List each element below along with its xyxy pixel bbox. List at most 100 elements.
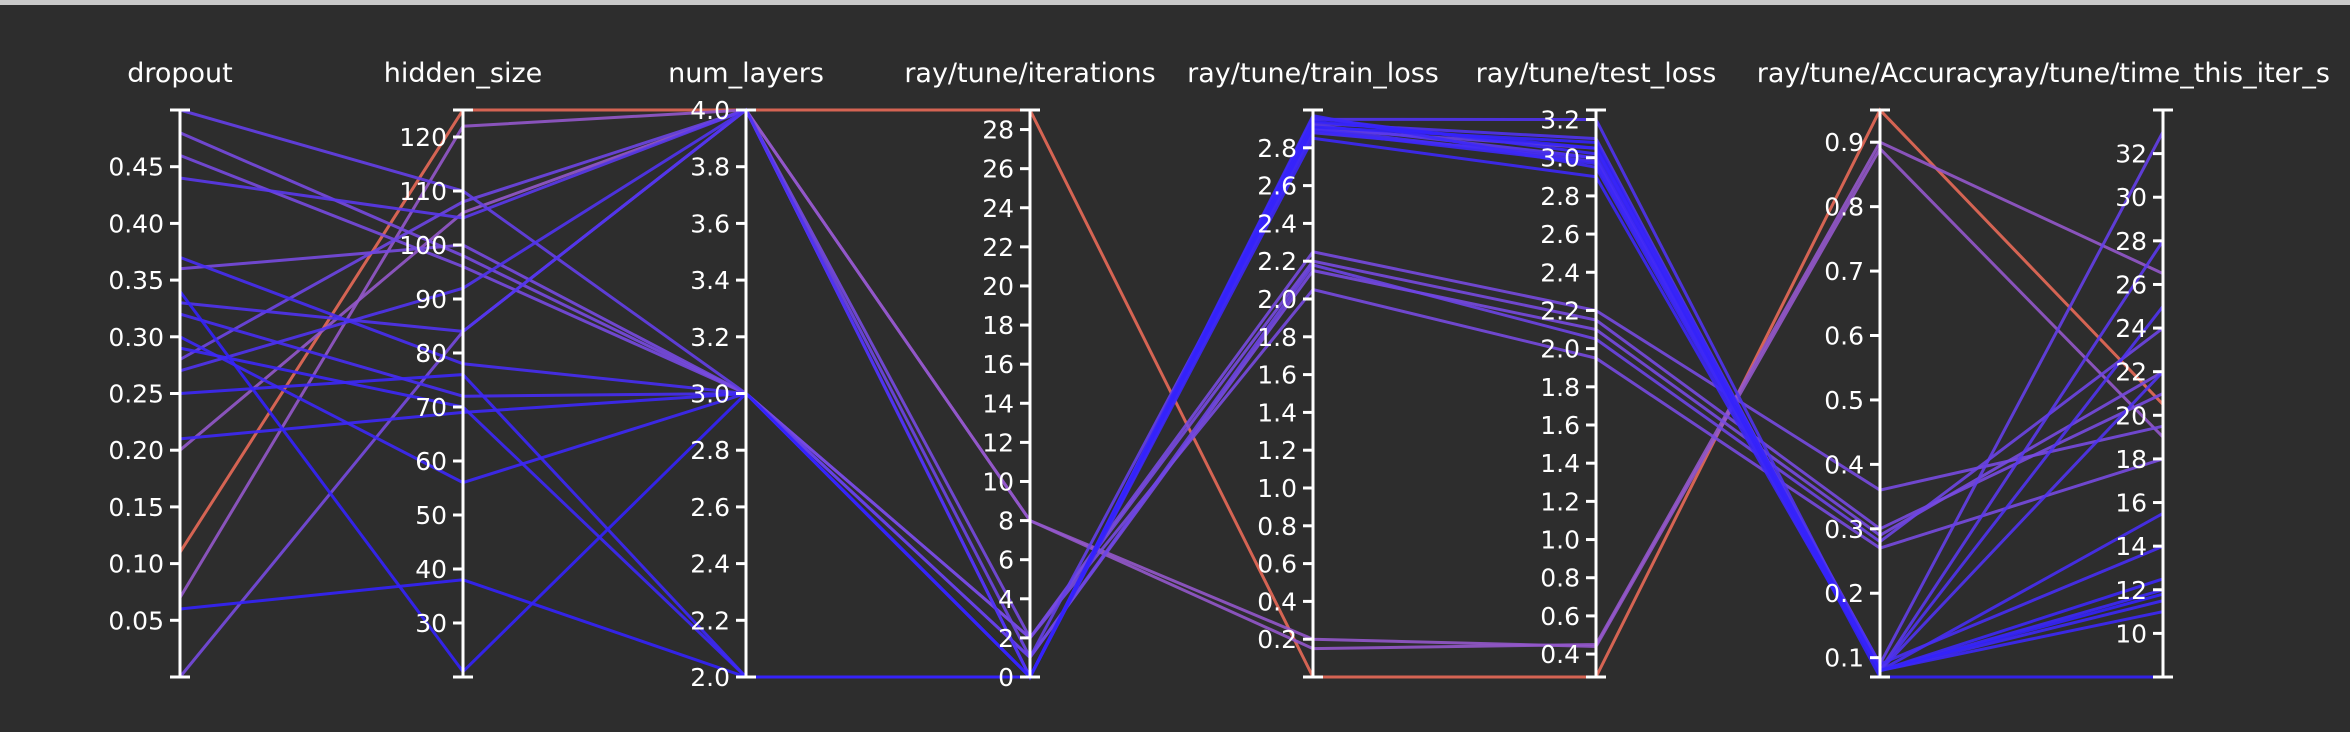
tick-label-dropout-2: 0.15 (108, 493, 164, 522)
axis-time_this_iter_s: ray/tune/time_this_iter_s 10 12 14 16 18 20 22 2… (1996, 58, 2330, 679)
tick-label-hidden_size-4: 70 (415, 393, 447, 422)
axis-dropout: dropout 0.05 0.10 0.15 0.20 0.25 0.30 0.35 0.40 0… (108, 58, 233, 679)
tick-label-train_loss-6: 1.4 (1257, 398, 1297, 427)
tick-label-iterations-13: 26 (982, 155, 1014, 184)
tick-label-dropout-1: 0.10 (108, 550, 164, 579)
tick-label-hidden_size-0: 30 (415, 609, 447, 638)
axes: dropout0.050.100.150.200.250.300.350.400… (108, 58, 2330, 692)
tick-label-train_loss-8: 1.8 (1257, 323, 1297, 352)
axis-title-time_this_iter_s: ray/tune/time_this_iter_s (1996, 58, 2330, 89)
tick-label-hidden_size-7: 100 (399, 231, 447, 260)
tick-label-train_loss-0: 0.2 (1257, 625, 1297, 654)
tick-label-hidden_size-6: 90 (415, 285, 447, 314)
tick-label-iterations-12: 24 (982, 194, 1014, 223)
tick-label-test_loss-5: 1.4 (1540, 449, 1580, 478)
tick-label-iterations-14: 28 (982, 116, 1014, 145)
tick-label-iterations-5: 10 (982, 467, 1014, 496)
tick-label-dropout-6: 0.35 (108, 266, 164, 295)
run-line-2[interactable] (179, 108, 2165, 649)
axis-iterations: ray/tune/iterations024681012141618202224… (904, 58, 1155, 692)
run-line-7[interactable] (179, 108, 2164, 661)
tick-label-dropout-0: 0.05 (108, 606, 164, 635)
axis-title-num_layers: num_layers (668, 58, 824, 89)
axis-accuracy: ray/tune/Accuracy 0.1 0.2 0.3 0.4 0.5 0.6 0.7 0.… (1757, 58, 2004, 679)
tick-label-iterations-3: 6 (998, 546, 1014, 575)
tick-label-time_this_iter_s-0: 10 (2115, 619, 2147, 648)
tick-label-test_loss-13: 3.0 (1540, 144, 1580, 173)
tick-label-time_this_iter_s-7: 24 (2115, 314, 2147, 343)
tick-label-iterations-10: 20 (982, 272, 1014, 301)
tick-label-iterations-9: 18 (982, 311, 1014, 340)
run-line-3[interactable] (179, 131, 2164, 641)
tick-label-train_loss-12: 2.6 (1257, 172, 1297, 201)
tick-label-hidden_size-2: 50 (415, 501, 447, 530)
tick-label-test_loss-1: 0.6 (1540, 602, 1580, 631)
axis-title-train_loss: ray/tune/train_loss (1187, 58, 1439, 89)
tick-label-num_layers-4: 2.8 (690, 436, 730, 465)
tick-label-num_layers-5: 3.0 (690, 380, 730, 409)
tick-label-accuracy-0: 0.1 (1824, 644, 1864, 673)
tick-label-hidden_size-1: 40 (415, 555, 447, 584)
tick-label-time_this_iter_s-1: 12 (2115, 576, 2147, 605)
tick-label-iterations-0: 0 (998, 663, 1014, 692)
tick-label-hidden_size-5: 80 (415, 339, 447, 368)
tick-label-dropout-5: 0.30 (108, 323, 164, 352)
tick-label-train_loss-4: 1.0 (1257, 474, 1297, 503)
tick-label-time_this_iter_s-10: 30 (2115, 183, 2147, 212)
top-border (0, 0, 2350, 5)
tick-label-time_this_iter_s-3: 16 (2115, 489, 2147, 518)
tick-label-iterations-4: 8 (998, 507, 1014, 536)
tick-label-iterations-6: 12 (982, 428, 1014, 457)
tick-label-hidden_size-9: 120 (399, 123, 447, 152)
axis-title-accuracy: ray/tune/Accuracy (1757, 58, 2004, 89)
tick-label-num_layers-3: 2.6 (690, 493, 730, 522)
tick-label-test_loss-7: 1.8 (1540, 373, 1580, 402)
tick-label-num_layers-10: 4.0 (690, 96, 730, 125)
axis-title-test_loss: ray/tune/test_loss (1476, 58, 1717, 89)
tick-label-num_layers-6: 3.2 (690, 323, 730, 352)
tick-label-test_loss-0: 0.4 (1540, 640, 1580, 669)
tick-label-test_loss-8: 2.0 (1540, 335, 1580, 364)
tick-label-accuracy-1: 0.2 (1824, 579, 1864, 608)
run-line-4[interactable] (179, 154, 2164, 641)
tick-label-dropout-3: 0.20 (108, 436, 164, 465)
tick-label-test_loss-2: 0.8 (1540, 564, 1580, 593)
run-line-19[interactable] (178, 125, 2164, 680)
tick-label-test_loss-3: 1.0 (1540, 526, 1580, 555)
tick-label-dropout-8: 0.45 (108, 153, 164, 182)
tick-label-time_this_iter_s-2: 14 (2115, 532, 2147, 561)
tick-label-num_layers-2: 2.4 (690, 550, 730, 579)
tick-label-iterations-1: 2 (998, 624, 1014, 653)
tick-label-train_loss-10: 2.2 (1257, 247, 1297, 276)
tick-label-accuracy-5: 0.6 (1824, 322, 1864, 351)
tick-label-train_loss-2: 0.6 (1257, 550, 1297, 579)
axis-title-hidden_size: hidden_size (384, 58, 542, 89)
axis-train_loss: ray/tune/train_loss 0.2 0.4 0.6 0.8 1.0 1.2 1.4… (1187, 58, 1439, 679)
tick-label-train_loss-9: 2.0 (1257, 285, 1297, 314)
axis-test_loss: ray/tune/test_loss 0.4 0.6 0.8 1.0 1.2 1.4 1.6 1… (1476, 58, 1717, 679)
tick-label-dropout-7: 0.40 (108, 209, 164, 238)
tick-label-hidden_size-3: 60 (415, 447, 447, 476)
tick-label-time_this_iter_s-11: 32 (2115, 140, 2147, 169)
tick-label-hidden_size-8: 110 (399, 177, 447, 206)
tick-label-dropout-4: 0.25 (108, 380, 164, 409)
axis-num_layers: num_layers 2.0 2.2 2.4 2.6 2.8 3.0 3.2 3.4 3.6 3.8… (668, 58, 824, 692)
tick-label-time_this_iter_s-5: 20 (2115, 401, 2147, 430)
tick-label-test_loss-4: 1.2 (1540, 487, 1580, 516)
tick-label-train_loss-3: 0.8 (1257, 512, 1297, 541)
tick-label-accuracy-7: 0.8 (1824, 193, 1864, 222)
tick-label-accuracy-2: 0.3 (1824, 515, 1864, 544)
tick-label-test_loss-10: 2.4 (1540, 258, 1580, 287)
tick-label-num_layers-9: 3.8 (690, 153, 730, 182)
tick-label-iterations-11: 22 (982, 233, 1014, 262)
run-line-16[interactable] (179, 136, 2164, 680)
tick-label-time_this_iter_s-9: 28 (2115, 227, 2147, 256)
tick-label-num_layers-8: 3.6 (690, 209, 730, 238)
tick-label-accuracy-3: 0.4 (1824, 450, 1864, 479)
tick-label-num_layers-7: 3.4 (690, 266, 730, 295)
tick-label-iterations-8: 16 (982, 350, 1014, 379)
tick-label-time_this_iter_s-6: 22 (2115, 358, 2147, 387)
run-line-1[interactable] (178, 108, 2164, 651)
tick-label-num_layers-0: 2.0 (690, 663, 730, 692)
